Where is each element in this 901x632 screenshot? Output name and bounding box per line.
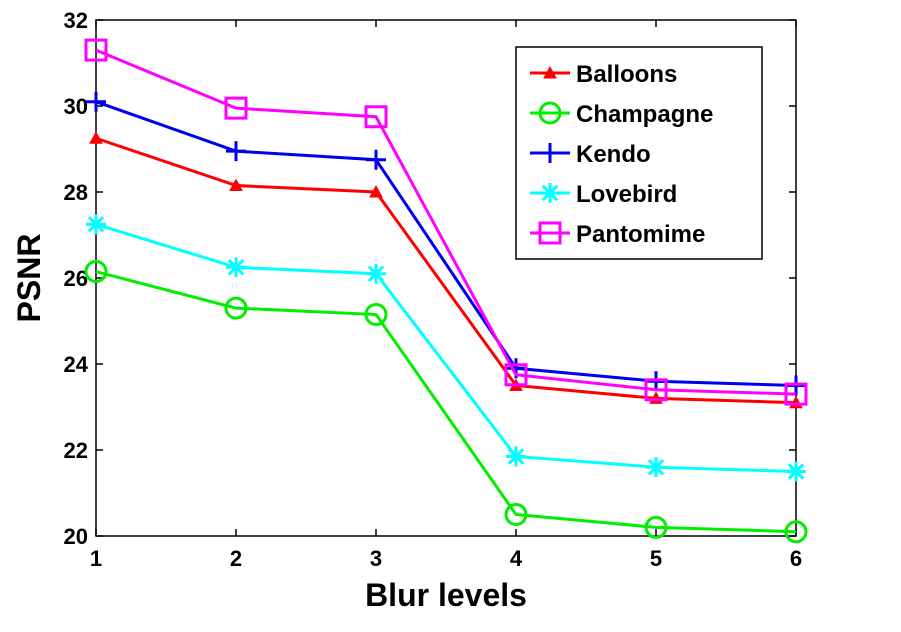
triangle-marker [89,131,103,144]
legend-entry-balloons: Balloons [530,61,677,88]
triangle-marker [229,178,243,192]
data-point-pantomime [504,363,528,387]
legend-entry-pantomime: Pantomime [530,221,705,248]
series-line-champagne [95,270,797,534]
asterisk-marker-d2 [367,265,385,282]
square-marker [504,363,528,387]
asterisk-marker-d2 [87,215,105,233]
data-point-lovebird [646,457,666,478]
legend-label-champagne: Champagne [576,101,713,128]
series-lovebird [86,214,806,482]
data-point-kendo [86,91,106,112]
data-point-lovebird [86,214,106,235]
circle-marker [644,515,668,539]
y-tick-label: 20 [64,524,88,549]
circle-marker [784,520,808,544]
data-point-kendo [366,149,386,170]
asterisk-marker-d2 [647,458,665,476]
y-tick-label: 22 [64,438,88,463]
series-line-balloons [95,136,797,405]
data-point-champagne [504,503,528,526]
legend-marker-champagne [538,101,562,125]
data-point-pantomime [364,105,388,129]
legend-marker-balloons [543,65,557,79]
x-tick-label: 2 [230,546,242,571]
y-tick-label: 26 [64,266,88,291]
asterisk-marker-d2 [787,463,805,480]
data-point-kendo [226,141,246,162]
legend-marker-kendo [540,143,560,163]
legend-marker-lovebird [540,183,560,203]
legend-entry-champagne: Champagne [530,101,713,128]
y-tick-label: 28 [64,180,88,205]
asterisk-marker-d2 [541,184,559,202]
circle-marker [84,260,108,284]
data-point-pantomime [784,382,808,406]
legend-entry-lovebird: Lovebird [530,181,677,208]
data-point-champagne [784,520,808,544]
y-tick-label: 24 [64,352,89,377]
data-point-champagne [364,303,388,327]
x-axis-label: Blur levels [365,577,527,613]
circle-marker [538,101,562,125]
asterisk-marker-d2 [507,448,525,465]
square-marker [84,38,108,62]
legend-entry-kendo: Kendo [530,141,651,168]
circle-marker [504,503,528,526]
x-tick-label: 5 [650,546,662,571]
x-tick-label: 3 [370,546,382,571]
y-axis-label: PSNR [11,234,47,323]
legend-label-lovebird: Lovebird [576,181,677,208]
y-tick-label: 32 [64,8,88,33]
legend-label-pantomime: Pantomime [576,221,705,248]
data-point-champagne [224,296,248,320]
circle-marker [364,303,388,327]
data-point-lovebird [786,461,806,482]
square-marker [644,378,668,402]
data-point-pantomime [224,96,248,120]
series-balloons [89,131,803,409]
triangle-marker [543,65,557,79]
triangle-marker [369,184,383,198]
series-pantomime [84,38,808,406]
square-marker [538,221,562,245]
legend-label-balloons: Balloons [576,61,677,88]
series-line-pantomime [95,48,797,396]
data-point-balloons [229,178,243,192]
data-point-pantomime [644,378,668,402]
x-tick-label: 6 [790,546,802,571]
data-point-lovebird [506,446,526,467]
square-marker [224,96,248,120]
data-point-pantomime [84,38,108,62]
data-point-champagne [84,260,108,284]
legend-marker-pantomime [538,221,562,245]
series-champagne [84,260,808,544]
series-line-lovebird [95,222,797,473]
x-tick-label: 4 [510,546,523,571]
data-point-lovebird [226,257,246,278]
asterisk-marker-d2 [227,258,245,276]
y-tick-label: 30 [64,94,88,119]
data-point-balloons [369,184,383,198]
data-point-champagne [644,515,668,539]
circle-marker [224,296,248,320]
square-marker [364,105,388,129]
series-line-kendo [95,100,797,387]
data-point-balloons [89,131,103,144]
legend-label-kendo: Kendo [576,141,651,168]
square-marker [784,382,808,406]
x-tick-label: 1 [90,546,102,571]
data-point-lovebird [366,263,386,284]
